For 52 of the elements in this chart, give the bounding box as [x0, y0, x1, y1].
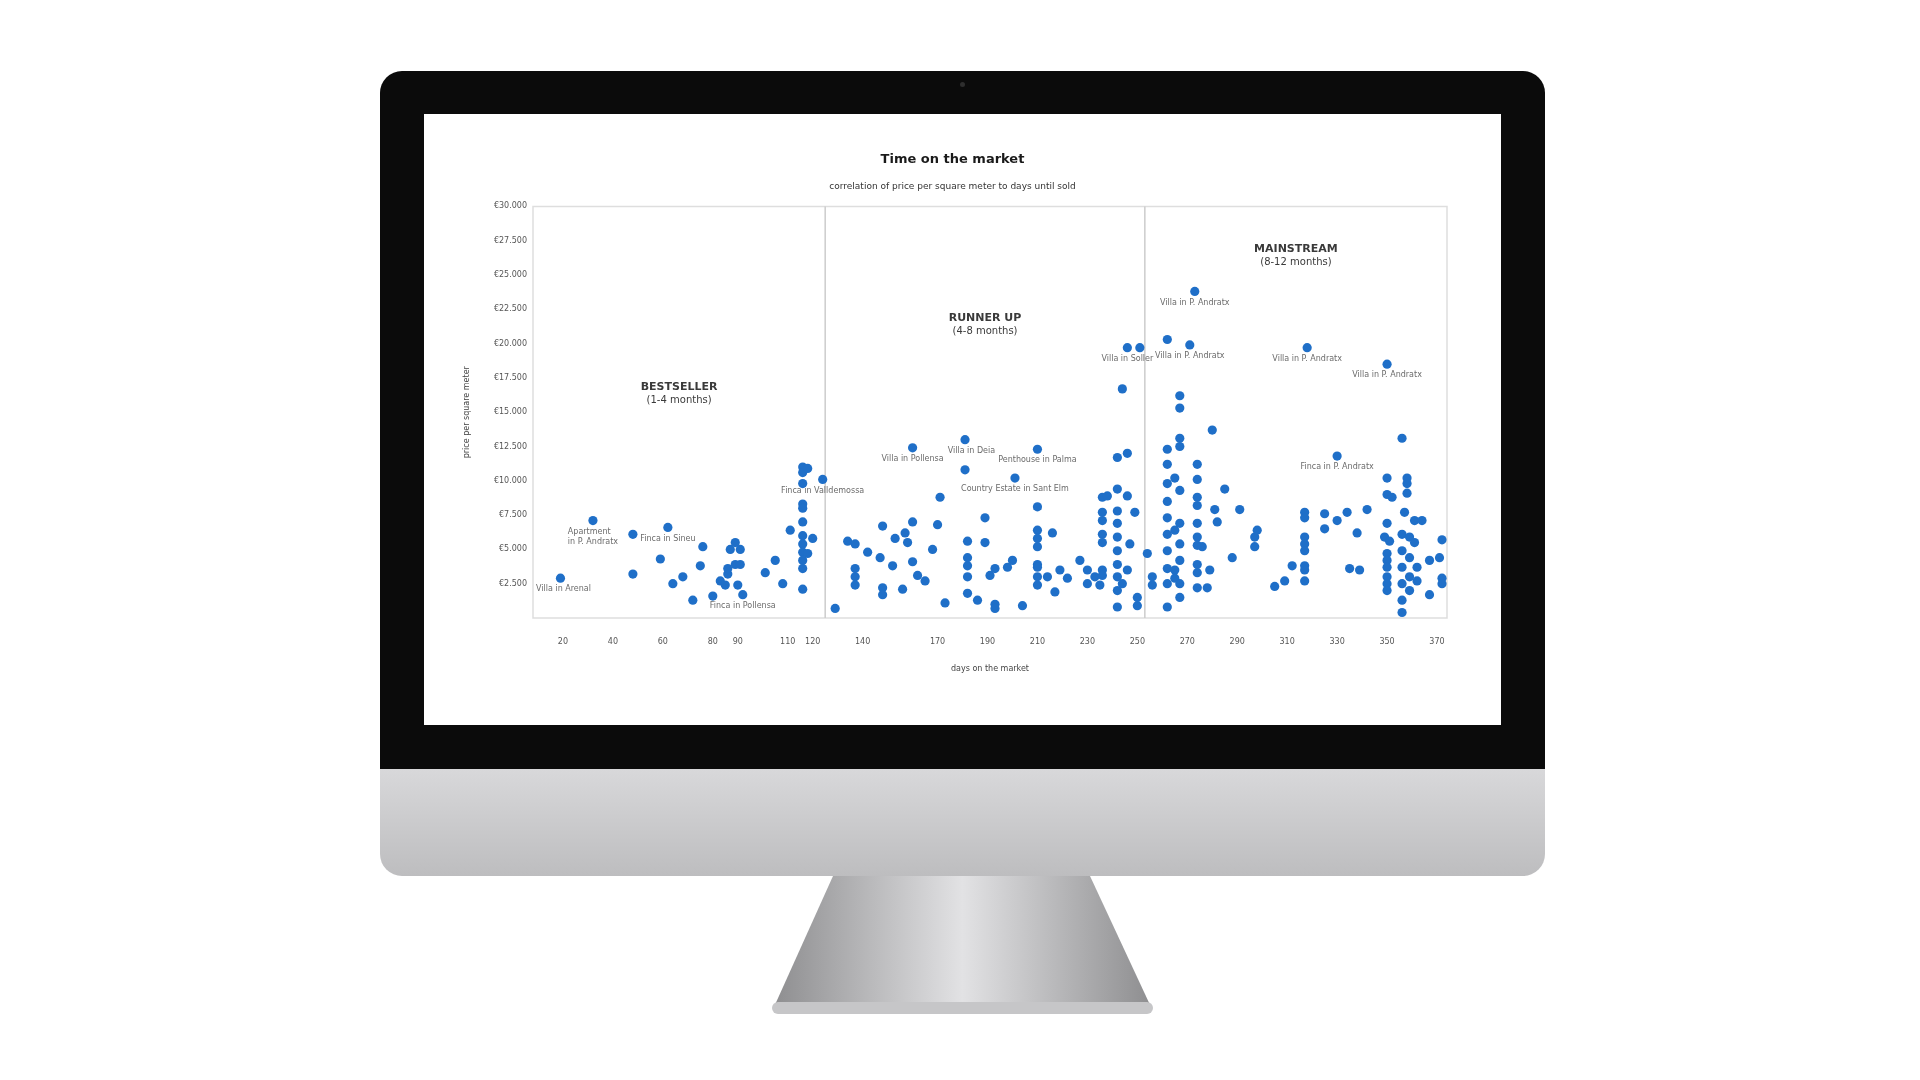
x-tick-label: 170: [929, 636, 946, 646]
chart-subtitle: correlation of price per square meter to days until sold: [829, 181, 1076, 192]
y-tick-label: €2.500: [499, 578, 527, 588]
y-tick-label: €30.000: [493, 201, 527, 211]
y-tick-label: €22.500: [493, 304, 527, 314]
y-tick-label: €20.000: [493, 338, 527, 348]
y-tick-label: €15.000: [493, 407, 527, 417]
x-tick-label: 90: [732, 636, 743, 646]
annotation: Country Estate in Sant Elm: [961, 484, 1070, 494]
annotation: Villa in P. Andratx: [1272, 353, 1343, 363]
y-tick-label: €5.000: [499, 544, 527, 554]
x-tick-label: 290: [1229, 636, 1245, 646]
annotation: MAINSTREAM (8-12 months): [1254, 242, 1338, 267]
x-tick-label: 310: [1279, 636, 1295, 646]
y-tick-label: €12.500: [493, 441, 527, 451]
x-tick-label: 20: [557, 636, 569, 646]
annotation: Finca in Pollensa: [709, 600, 776, 610]
x-tick-label: 140: [855, 636, 871, 646]
x-tick-label: 60: [657, 636, 668, 646]
annotation: Villa in P. Andratx: [1159, 297, 1230, 307]
x-tick-label: 210: [1029, 636, 1046, 646]
annotation: Villa in Deia: [947, 445, 996, 455]
annotation: Villa in Soller: [1101, 353, 1154, 363]
x-tick-label: 370: [1429, 636, 1445, 646]
x-axis-title: days on the market: [951, 664, 1029, 674]
annotation: Villa in P. Andratx: [1352, 370, 1423, 380]
x-tick-label: 40: [607, 636, 619, 646]
annotation: Finca in P. Andratx: [1300, 462, 1375, 472]
annotation: RUNNER UP (4-8 months): [948, 311, 1022, 336]
x-tick-label: 250: [1129, 636, 1145, 646]
x-tick-label: 330: [1329, 636, 1345, 646]
y-tick-label: €10.000: [493, 475, 527, 485]
x-tick-label: 350: [1379, 636, 1395, 646]
y-tick-label: €17.500: [493, 372, 527, 382]
annotation: Villa in Pollensa: [881, 453, 944, 463]
annotation: Apartment in P. Andratx: [567, 526, 619, 546]
x-tick-label: 80: [707, 636, 718, 646]
chart-title: Time on the market: [880, 151, 1025, 167]
x-tick-label: 230: [1079, 636, 1096, 646]
annotation: Finca in Sineu: [640, 533, 696, 543]
y-tick-label: €7.500: [499, 510, 527, 520]
x-tick-label: 190: [979, 636, 996, 646]
x-tick-label: 120: [805, 636, 821, 646]
annotation: Villa in Arenal: [536, 584, 591, 594]
annotation: BESTSELLER (1-4 months): [640, 380, 718, 406]
annotation: Villa in P. Andratx: [1154, 351, 1225, 361]
y-tick-label: €27.500: [493, 235, 527, 245]
y-axis-title: price per square meter: [461, 365, 471, 459]
x-tick-label: 270: [1179, 636, 1195, 646]
y-tick-label: €25.000: [493, 270, 527, 280]
x-tick-label: 110: [780, 636, 796, 646]
annotation: Penthouse in Palma: [998, 455, 1077, 465]
